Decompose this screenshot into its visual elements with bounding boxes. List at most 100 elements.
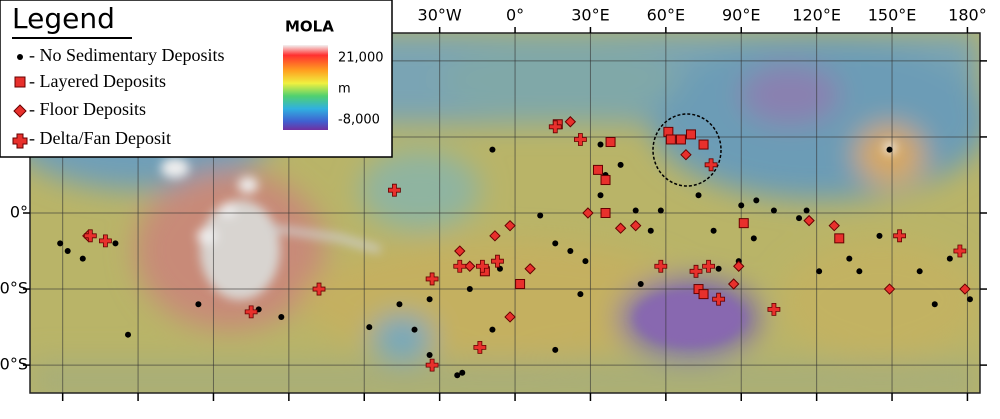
legend-icon xyxy=(13,104,27,118)
colorbar-unit: m xyxy=(338,82,351,97)
deposit-marker xyxy=(453,259,467,273)
deposit-marker xyxy=(195,301,202,308)
deposit-marker xyxy=(816,268,823,275)
legend: Legend - No Sedimentary Deposits - Layer… xyxy=(0,0,393,158)
deposit-marker xyxy=(753,197,760,204)
deposit-marker xyxy=(597,141,604,148)
y-tick-label: 0° xyxy=(10,203,28,222)
x-tick-label: 0° xyxy=(506,6,524,25)
deposit-marker xyxy=(548,120,562,134)
deposit-marker xyxy=(504,311,516,323)
deposit-marker xyxy=(597,192,604,199)
colorbar-title: MOLA xyxy=(285,18,334,36)
legend-entry: - Delta/Fan Deposit xyxy=(29,128,171,148)
deposit-marker xyxy=(79,255,86,262)
deposit-marker xyxy=(425,272,439,286)
deposit-marker xyxy=(750,235,757,242)
legend-entry: - No Sedimentary Deposits xyxy=(29,45,224,65)
deposit-marker xyxy=(846,255,853,262)
deposit-marker xyxy=(803,207,810,214)
deposit-marker xyxy=(931,301,938,308)
x-tick-label: 180° xyxy=(948,6,987,25)
deposit-marker xyxy=(244,305,258,319)
colorbar xyxy=(283,45,328,130)
deposit-marker xyxy=(112,240,119,247)
x-tick-label: 30°W xyxy=(418,6,462,25)
deposit-marker xyxy=(886,146,893,153)
deposit-marker xyxy=(577,291,584,298)
deposit-marker xyxy=(388,183,401,197)
deposit-marker xyxy=(770,207,777,214)
deposit-marker xyxy=(675,134,686,145)
deposit-marker xyxy=(473,340,487,354)
deposit-marker xyxy=(698,289,709,300)
deposit-marker xyxy=(632,207,639,214)
deposit-marker xyxy=(876,232,883,239)
deposit-marker xyxy=(489,326,496,333)
deposit-marker xyxy=(278,313,285,320)
deposit-marker xyxy=(312,282,326,296)
y-tick-label: 30°S xyxy=(0,279,28,298)
legend-entry: - Floor Deposits xyxy=(29,99,146,119)
x-tick-label: 90°E xyxy=(722,6,760,25)
deposit-marker xyxy=(966,296,973,303)
deposit-marker xyxy=(959,283,971,295)
deposit-marker xyxy=(617,161,624,168)
deposit-marker xyxy=(425,358,439,372)
deposit-marker xyxy=(552,346,559,353)
deposit-marker xyxy=(712,292,726,306)
deposit-marker xyxy=(953,244,967,258)
deposit-marker xyxy=(704,158,718,172)
deposit-marker xyxy=(524,263,536,275)
deposit-marker xyxy=(459,369,466,376)
colorbar-label: -8,000 xyxy=(338,113,380,128)
deposit-marker xyxy=(614,222,627,234)
deposit-marker xyxy=(698,139,709,150)
deposit-marker xyxy=(464,260,476,272)
deposit-marker xyxy=(893,229,906,243)
deposit-marker xyxy=(605,137,616,148)
deposit-marker xyxy=(856,268,863,275)
deposit-marker xyxy=(489,146,496,153)
deposit-marker xyxy=(702,259,715,273)
deposit-marker xyxy=(715,265,722,272)
deposit-markers xyxy=(57,116,973,379)
deposit-marker xyxy=(693,284,704,295)
deposit-marker xyxy=(600,175,611,186)
legend-icon xyxy=(12,133,28,149)
deposit-marker xyxy=(552,240,559,247)
deposit-marker xyxy=(567,248,574,255)
x-tick-label: 120°E xyxy=(792,6,841,25)
deposit-marker xyxy=(647,227,654,234)
deposit-marker xyxy=(654,259,668,273)
deposit-marker xyxy=(637,280,644,287)
deposit-marker xyxy=(366,324,373,331)
deposit-marker xyxy=(454,245,466,257)
colorbar-label: 21,000 xyxy=(338,51,384,66)
deposit-marker xyxy=(689,264,703,278)
deposit-marker xyxy=(629,219,642,232)
deposit-marker xyxy=(57,240,64,247)
deposit-marker xyxy=(396,301,403,308)
deposit-marker xyxy=(582,258,589,265)
deposit-marker xyxy=(946,255,953,262)
deposit-marker xyxy=(582,207,594,219)
legend-title: Legend xyxy=(12,2,115,35)
axes: 30°W 0° 30°E 60°E 90°E 120°E 150°E 180° 0° 30°S 60… xyxy=(0,6,987,401)
deposit-marker xyxy=(475,259,489,273)
deposit-marker xyxy=(64,248,71,255)
deposit-marker xyxy=(828,219,840,232)
deposit-marker xyxy=(685,129,696,140)
deposit-marker xyxy=(489,230,501,242)
region-outline xyxy=(652,113,722,187)
deposit-marker xyxy=(83,229,97,243)
x-tick-label: 30°E xyxy=(571,6,609,25)
legend-icon xyxy=(17,54,23,60)
deposit-marker xyxy=(803,214,815,227)
deposit-marker xyxy=(537,212,544,219)
deposit-marker xyxy=(916,268,923,275)
deposit-marker xyxy=(680,148,692,161)
deposit-marker xyxy=(665,134,676,145)
deposit-marker xyxy=(600,208,611,218)
deposit-marker xyxy=(564,116,577,128)
